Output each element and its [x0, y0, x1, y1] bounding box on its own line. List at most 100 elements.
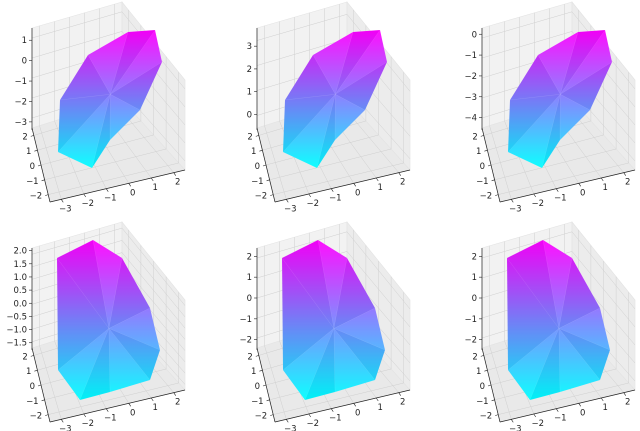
- x-tick-label: 0: [355, 188, 360, 198]
- z-tick-label: 0: [247, 294, 252, 304]
- y-tick-label: −1: [476, 177, 489, 187]
- y-tick-label: −2: [30, 412, 43, 422]
- y-tick-label: −2: [255, 192, 268, 202]
- x-tick-mark: [556, 189, 558, 192]
- x-tick-mark: [624, 173, 626, 176]
- y-tick-label: 0: [255, 382, 260, 392]
- z-tick-label: −2: [239, 336, 252, 346]
- x-tick-mark: [286, 419, 288, 422]
- y-tick-mark: [256, 135, 259, 136]
- z-tick-label: −2: [14, 97, 27, 107]
- y-tick-label: 0: [480, 162, 485, 172]
- y-tick-mark: [259, 370, 262, 371]
- x-tick-label: −1: [104, 414, 117, 424]
- subplot-grid: −3−2−101−3−2−1012−2−10120123−3−2−1012−2−…: [6, 2, 635, 431]
- x-tick-label: −2: [81, 419, 94, 429]
- y-tick-mark: [38, 165, 41, 166]
- y-tick-label: 1: [26, 147, 31, 157]
- z-tick-label: 2: [472, 252, 477, 262]
- subplot-6: −2−1012−3−2−1012−2−1012: [464, 222, 635, 431]
- x-tick-label: −2: [306, 419, 319, 429]
- x-tick-mark: [624, 393, 626, 396]
- x-tick-mark: [129, 403, 131, 406]
- y-tick-mark: [34, 370, 37, 371]
- y-tick-label: 2: [22, 132, 27, 142]
- y-tick-mark: [495, 195, 498, 196]
- x-tick-label: 0: [130, 188, 135, 198]
- y-tick-label: 2: [247, 132, 252, 142]
- z-tick-label: −1.5: [6, 339, 27, 349]
- x-tick-mark: [354, 183, 356, 186]
- x-tick-label: −2: [81, 199, 94, 209]
- subplot-1: −3 −2 −1 0 1 −3 −2 −1 0 1 2 −2 −1 0 1 2: [14, 2, 185, 214]
- y-tick-mark: [495, 415, 498, 416]
- x-tick-mark: [376, 178, 378, 181]
- z-tick-label: −1.0: [6, 326, 27, 336]
- x-tick-label: 2: [400, 178, 405, 188]
- y-tick-label: 1: [251, 367, 256, 377]
- y-tick-label: −2: [255, 412, 268, 422]
- x-tick-mark: [84, 414, 86, 417]
- x-tick-mark: [174, 393, 176, 396]
- x-tick-label: 2: [175, 178, 180, 188]
- z-tick-label: −1: [239, 315, 252, 325]
- z-tick-label: −1: [464, 51, 477, 61]
- z-tick-label: 0: [472, 294, 477, 304]
- z-tick-label: 1.0: [13, 273, 27, 283]
- x-tick-label: 2: [625, 178, 630, 188]
- z-tick-label: −3: [14, 118, 27, 128]
- y-tick-label: −1: [26, 397, 39, 407]
- x-tick-label: 1: [153, 403, 158, 413]
- z-tick-label: 1: [472, 273, 477, 283]
- y-tick-mark: [31, 135, 34, 136]
- x-tick-label: −1: [554, 414, 567, 424]
- x-tick-mark: [61, 199, 63, 202]
- x-tick-mark: [309, 194, 311, 197]
- z-tick-label: −3: [464, 93, 477, 103]
- x-tick-mark: [534, 414, 536, 417]
- x-tick-label: −3: [509, 424, 522, 431]
- y-tick-label: −1: [476, 397, 489, 407]
- x-tick-label: −2: [531, 199, 544, 209]
- y-tick-mark: [481, 135, 484, 136]
- x-tick-label: −3: [509, 204, 522, 214]
- y-tick-mark: [45, 195, 48, 196]
- z-tick-label: −4: [464, 114, 477, 124]
- y-tick-label: 0: [480, 382, 485, 392]
- y-tick-label: −1: [251, 397, 264, 407]
- y-tick-mark: [31, 355, 34, 356]
- x-tick-mark: [174, 173, 176, 176]
- y-tick-mark: [263, 165, 266, 166]
- x-tick-label: −1: [554, 194, 567, 204]
- x-tick-label: −1: [329, 194, 342, 204]
- x-tick-mark: [376, 398, 378, 401]
- x-tick-mark: [331, 189, 333, 192]
- z-tick-label: 2.0: [13, 247, 27, 257]
- y-tick-mark: [267, 180, 270, 181]
- z-tick-label: −1: [14, 77, 27, 87]
- x-tick-mark: [61, 419, 63, 422]
- y-tick-mark: [34, 150, 37, 151]
- x-tick-mark: [399, 173, 401, 176]
- x-tick-mark: [579, 183, 581, 186]
- x-tick-label: −1: [104, 194, 117, 204]
- y-tick-mark: [270, 415, 273, 416]
- y-tick-mark: [42, 400, 45, 401]
- y-tick-label: 0: [30, 382, 35, 392]
- x-tick-mark: [106, 189, 108, 192]
- x-tick-label: 0: [580, 408, 585, 418]
- y-tick-label: −2: [30, 192, 43, 202]
- y-tick-mark: [263, 385, 266, 386]
- z-tick-label: 1: [22, 36, 27, 46]
- x-tick-label: −1: [329, 414, 342, 424]
- z-tick-label: 0.0: [13, 299, 27, 309]
- y-tick-mark: [484, 370, 487, 371]
- y-tick-label: 0: [30, 162, 35, 172]
- x-tick-label: 0: [580, 188, 585, 198]
- x-tick-label: −3: [59, 204, 72, 214]
- x-tick-mark: [556, 409, 558, 412]
- z-tick-label: 0.5: [13, 286, 27, 296]
- z-tick-label: 1.5: [13, 260, 27, 270]
- x-tick-label: 2: [625, 398, 630, 408]
- x-tick-mark: [354, 403, 356, 406]
